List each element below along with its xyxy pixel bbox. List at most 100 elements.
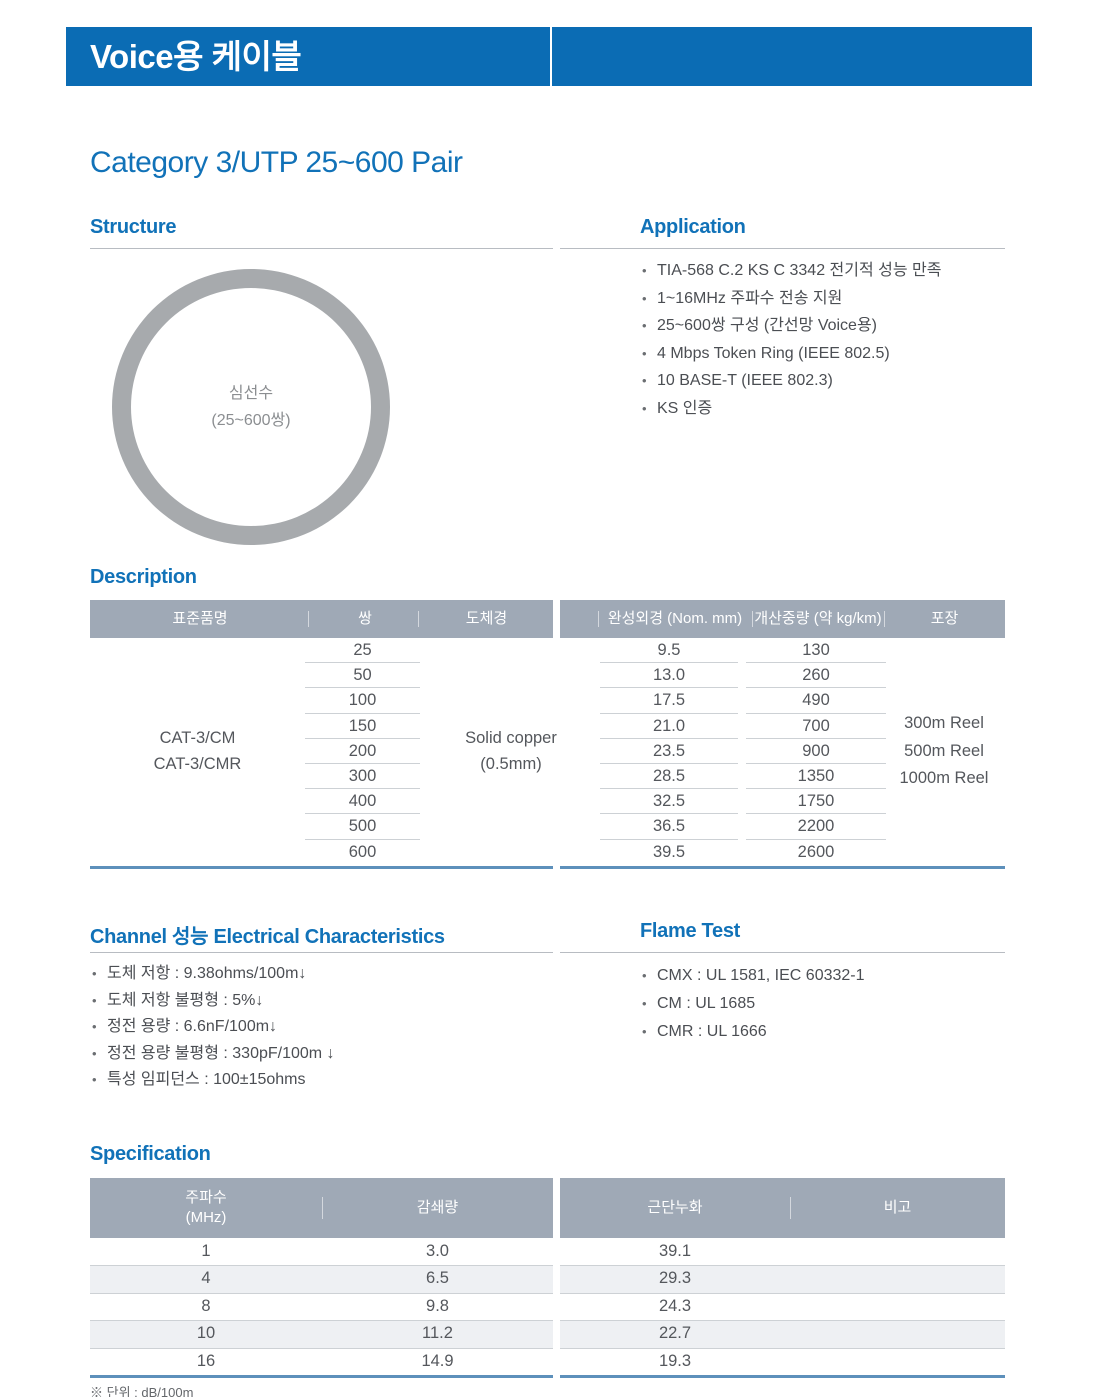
pair-value: 600 [348,842,377,861]
title-bar [66,27,1032,86]
flame-test-list: CMX : UL 1581, IEC 60332-1 CM : UL 1685 … [642,962,1042,1046]
row-stripe [560,1320,1005,1348]
column-pair-values: 25 50 100 150 200 300 400 500 600 [305,638,420,865]
header-divider [598,611,599,627]
next-value: 19.3 [658,1351,692,1370]
weight-value: 900 [746,739,886,764]
flame-test-heading: Flame Test [640,920,740,942]
channel-list: 도체 저항 : 9.38ohms/100m↓ 도체 저항 불평형 : 5%↓ 정… [92,961,572,1094]
cable-cross-section-diagram: 심선수 (25~600쌍) [112,269,390,545]
attenuation-value: 6.5 [426,1269,449,1288]
row-separator [560,1265,1005,1266]
application-item: 4 Mbps Token Ring (IEEE 802.5) [642,340,1062,368]
application-heading: Application [640,216,746,238]
remark-label: 비고 [883,1199,912,1216]
channel-item: 도체 저항 불평형 : 5%↓ [92,988,572,1015]
attenuation-value: 14.9 [421,1351,454,1370]
next-label: 근단누화 [647,1199,703,1216]
description-table-header-left [90,600,553,638]
specification-heading: Specification [90,1143,211,1165]
flame-test-item: CMR : UL 1666 [642,1018,1042,1046]
structure-heading: Structure [90,216,177,238]
flame-test-item: CMX : UL 1581, IEC 60332-1 [642,962,1042,990]
core-count-label-line1: 심선수 [228,385,274,402]
attenuation-value: 3.0 [426,1242,449,1260]
product-name-line: CAT-3/CM [159,729,236,747]
description-heading: Description [90,566,197,588]
next-value: 24.3 [658,1296,692,1315]
col-header-product-name: 표준품명 [172,610,228,627]
header-divider [418,611,419,627]
application-underline [560,248,1005,249]
application-item: TIA-568 C.2 KS C 3342 전기적 성능 만족 [642,257,1062,285]
pair-value: 300 [305,764,420,790]
row-separator [560,1348,1005,1349]
description-table-bottom-rule [90,866,553,869]
channel-underline [90,952,553,953]
packing-line: 1000m Reel [899,769,989,788]
od-value: 36.5 [600,814,738,840]
application-item: KS 인증 [642,395,1062,423]
od-value: 21.0 [600,714,738,739]
spec-table-header-left [90,1178,553,1238]
pair-value: 100 [305,688,420,714]
col-header-conductor: 도체경 [465,610,508,627]
od-value: 13.0 [600,663,738,689]
pair-value: 150 [305,714,420,739]
row-stripe [90,1265,553,1293]
column-weight-values: 130 260 490 700 900 1350 1750 2200 2600 [746,638,886,865]
pair-value: 50 [305,663,420,689]
col-header-od: 완성외경 (Nom. mm) [607,610,743,627]
col-header-next: 근단누화 [560,1178,790,1238]
od-value: 39.5 [652,842,686,861]
application-item: 10 BASE-T (IEEE 802.3) [642,367,1062,395]
next-value: 29.3 [658,1269,692,1288]
frequency-value: 8 [201,1296,211,1315]
product-heading: Category 3/UTP 25~600 Pair [90,146,463,179]
weight-value: 490 [746,688,886,714]
frequency-value: 10 [196,1324,216,1343]
col-header-frequency: 주파수 (MHz) [90,1178,322,1238]
product-name-line: CAT-3/CMR [153,754,242,773]
weight-value: 1350 [746,764,886,790]
od-value: 9.5 [600,638,738,664]
pair-value: 25 [305,638,420,664]
column-od-values: 9.5 13.0 17.5 21.0 23.5 28.5 32.5 36.5 3… [600,638,738,865]
header-divider [752,611,753,627]
col-header-remark: 비고 [790,1178,1005,1238]
od-value: 32.5 [600,789,738,815]
header-divider [322,1197,323,1219]
row-separator [560,1293,1005,1294]
column-frequency-values: 1 4 8 10 16 [90,1238,322,1375]
spec-table-bottom-rule [560,1375,1005,1378]
header-divider [790,1197,791,1219]
page-title: Voice용 케이블 [90,38,302,75]
cell-packing: 300m Reel 500m Reel 1000m Reel [878,638,1010,865]
row-separator [90,1348,553,1349]
channel-item: 정전 용량 불평형 : 330pF/100m ↓ [92,1041,572,1068]
packing-line: 300m Reel [904,714,984,733]
title-bar-divider [550,27,552,86]
weight-value: 2600 [797,842,835,861]
col-header-packing: 포장 [930,610,959,627]
pair-value: 500 [305,814,420,840]
attenuation-label: 감쇄량 [416,1199,459,1216]
channel-item: 정전 용량 : 6.6nF/100m↓ [92,1014,572,1041]
column-attenuation-values: 3.0 6.5 9.8 11.2 14.9 [322,1238,553,1375]
od-value: 23.5 [600,739,738,764]
row-stripe [560,1265,1005,1293]
pair-value: 200 [305,739,420,764]
attenuation-value: 9.8 [426,1296,449,1315]
application-list: TIA-568 C.2 KS C 3342 전기적 성능 만족 1~16MHz … [642,257,1062,422]
flame-test-underline [560,952,1005,953]
spec-table-bottom-rule [90,1375,553,1378]
row-stripe [90,1320,553,1348]
next-value: 22.7 [658,1324,692,1343]
row-separator [90,1320,553,1321]
header-divider [308,611,309,627]
col-header-weight: 개산중량 (약 kg/km) [754,610,882,627]
frequency-unit-line: (MHz) [185,1209,227,1226]
weight-value: 700 [746,714,886,739]
spec-table-header-right [560,1178,1005,1238]
